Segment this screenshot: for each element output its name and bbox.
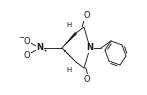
Text: H: H [67, 67, 72, 73]
Text: O: O [24, 36, 30, 46]
Text: N: N [86, 44, 93, 53]
Text: O: O [84, 11, 90, 21]
Text: O: O [24, 51, 30, 59]
Text: +: + [43, 49, 47, 53]
Text: N: N [36, 44, 44, 53]
Text: −: − [18, 35, 24, 41]
Polygon shape [62, 32, 77, 48]
Text: H: H [67, 22, 72, 28]
Text: O: O [84, 74, 90, 84]
